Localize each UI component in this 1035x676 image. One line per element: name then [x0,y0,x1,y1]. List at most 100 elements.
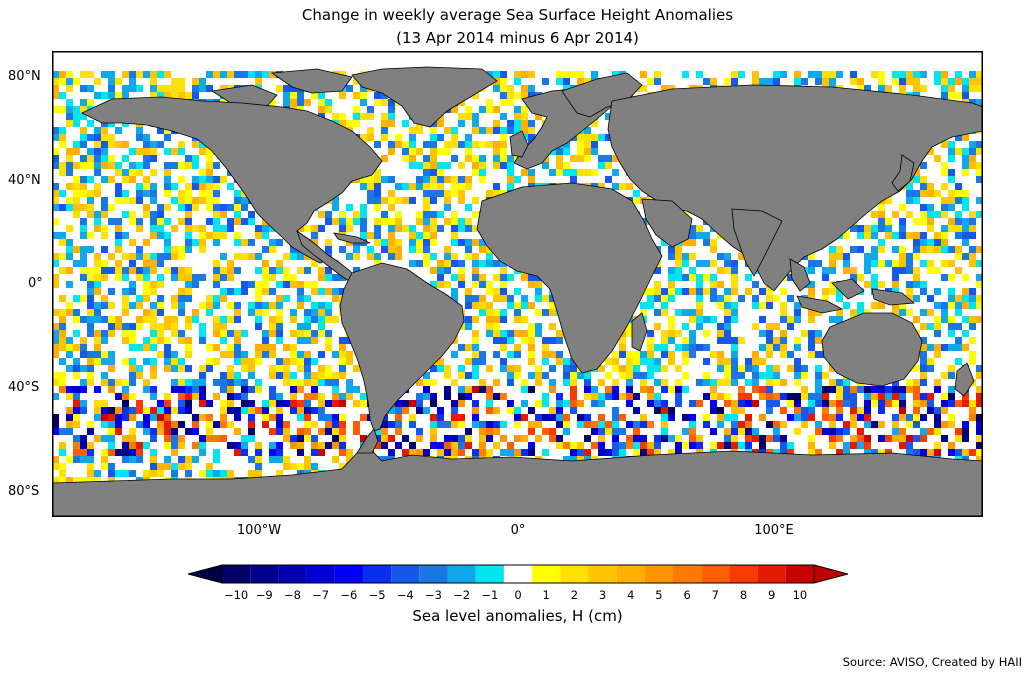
anomaly-cell [66,239,73,246]
anomaly-cell [976,211,983,218]
anomaly-cell [962,288,969,295]
anomaly-cell [185,323,192,330]
anomaly-cell [787,400,794,407]
anomaly-cell [332,372,339,379]
anomaly-cell [171,442,178,449]
anomaly-cell [598,162,605,169]
anomaly-cell [66,225,73,232]
anomaly-cell [325,414,332,421]
anomaly-cell [185,274,192,281]
anomaly-cell [73,148,80,155]
anomaly-cell [59,71,66,78]
anomaly-cell [94,260,101,267]
anomaly-cell [640,386,647,393]
anomaly-cell [654,449,661,456]
anomaly-cell [500,449,507,456]
anomaly-cell [87,295,94,302]
anomaly-cell [129,288,136,295]
anomaly-cell [101,127,108,134]
anomaly-cell [248,218,255,225]
anomaly-cell [794,414,801,421]
anomaly-cell [934,302,941,309]
anomaly-cell [437,260,444,267]
anomaly-cell [423,253,430,260]
anomaly-cell [395,400,402,407]
anomaly-cell [66,162,73,169]
anomaly-cell [836,309,843,316]
anomaly-cell [73,246,80,253]
anomaly-cell [255,323,262,330]
anomaly-cell [227,183,234,190]
anomaly-cell [745,274,752,281]
anomaly-cell [185,386,192,393]
anomaly-cell [192,414,199,421]
anomaly-cell [507,449,514,456]
anomaly-cell [731,365,738,372]
anomaly-cell [185,351,192,358]
anomaly-cell [913,379,920,386]
anomaly-cell [87,232,94,239]
anomaly-cell [976,169,983,176]
anomaly-cell [108,141,115,148]
anomaly-cell [234,71,241,78]
anomaly-cell [192,421,199,428]
anomaly-cell [472,253,479,260]
anomaly-cell [808,442,815,449]
anomaly-cell [619,414,626,421]
anomaly-cell [808,400,815,407]
anomaly-cell [381,134,388,141]
anomaly-cell [941,435,948,442]
anomaly-cell [850,309,857,316]
anomaly-cell [94,309,101,316]
anomaly-cell [514,365,521,372]
anomaly-cell [171,246,178,253]
anomaly-cell [766,435,773,442]
anomaly-cell [360,176,367,183]
anomaly-cell [192,379,199,386]
anomaly-cell [157,204,164,211]
anomaly-cell [143,162,150,169]
anomaly-cell [444,260,451,267]
anomaly-cell [87,134,94,141]
anomaly-cell [395,239,402,246]
anomaly-cell [605,428,612,435]
anomaly-cell [332,113,339,120]
anomaly-cell [927,323,934,330]
anomaly-cell [451,295,458,302]
anomaly-cell [773,435,780,442]
anomaly-cell [220,176,227,183]
anomaly-cell [59,323,66,330]
anomaly-cell [339,449,346,456]
anomaly-cell [129,435,136,442]
anomaly-cell [304,456,311,463]
anomaly-cell [493,393,500,400]
anomaly-cell [892,288,899,295]
anomaly-cell [409,239,416,246]
anomaly-cell [654,309,661,316]
anomaly-cell [143,204,150,211]
anomaly-cell [885,260,892,267]
anomaly-cell [101,358,108,365]
anomaly-cell [458,267,465,274]
anomaly-cell [101,211,108,218]
anomaly-cell [290,253,297,260]
anomaly-cell [934,386,941,393]
anomaly-cell [136,218,143,225]
anomaly-cell [850,435,857,442]
anomaly-cell [500,78,507,85]
anomaly-cell [542,414,549,421]
anomaly-cell [339,113,346,120]
anomaly-cell [318,407,325,414]
anomaly-cell [661,379,668,386]
anomaly-cell [710,351,717,358]
anomaly-cell [409,155,416,162]
anomaly-cell [59,127,66,134]
anomaly-cell [458,190,465,197]
anomaly-cell [150,148,157,155]
anomaly-cell [724,323,731,330]
anomaly-cell [157,260,164,267]
anomaly-cell [591,442,598,449]
arabia [641,198,693,248]
anomaly-cell [122,176,129,183]
anomaly-cell [101,330,108,337]
